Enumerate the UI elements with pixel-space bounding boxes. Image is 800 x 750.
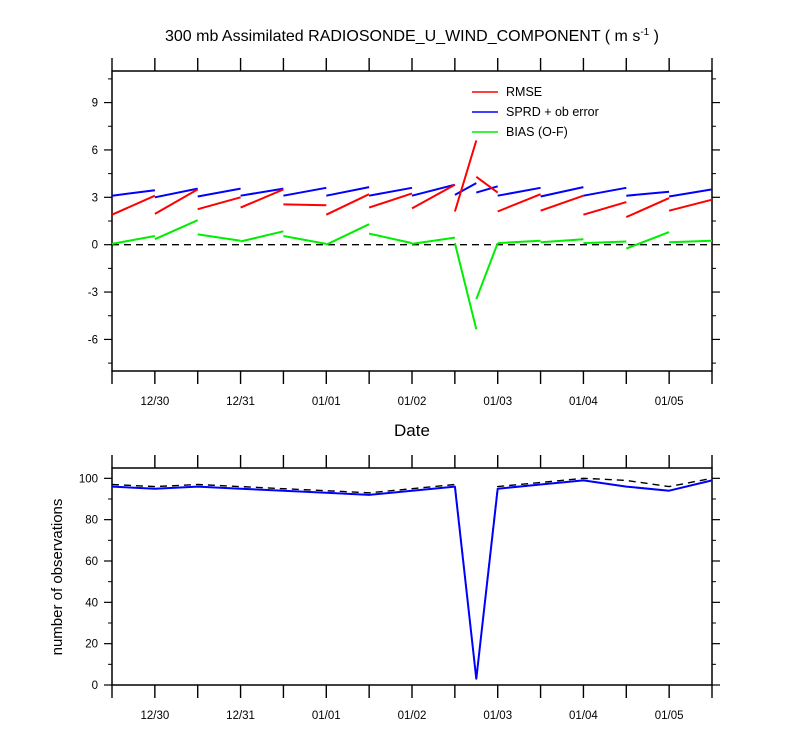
series-sprd-ob-error-segment-10 [497,186,541,197]
series-bias-o-f-segment-8 [453,242,478,330]
series-sprd-ob-error-segment-11 [540,186,584,198]
series-sprd-ob-error-segment-5 [326,186,370,197]
series-sprd-ob-error-segment-0 [111,189,156,197]
y-tick-label: -6 [88,334,98,346]
y-tick-label: 3 [92,192,98,204]
y-tick-label: -3 [88,287,98,299]
y-tick-label: 40 [85,597,98,609]
series-rmse-segment-8 [453,140,478,212]
series-bias-o-f-segment-13 [625,231,670,250]
series-rmse-segment-5 [325,193,370,216]
series-rmse-segment-12 [583,201,627,216]
x-tick-label: 01/05 [655,710,684,722]
series-bias-o-f-segment-4 [283,235,327,245]
series-bias-o-f-segment-11 [540,238,584,244]
chart-title-end: ) [649,28,659,45]
x-tick-label: 01/02 [398,710,427,722]
series-sprd-ob-error-segment-4 [283,186,327,197]
series-rmse-segment-3 [240,188,284,209]
series-bias-o-f-segment-12 [583,240,627,245]
legend-label-rmse: RMSE [506,85,542,99]
x-axis-title: Date [394,421,430,440]
bottom-series-layer [111,477,713,680]
x-tick-label: 01/01 [312,396,341,408]
x-tick-label: 01/01 [312,710,341,722]
x-tick-label: 12/31 [226,710,255,722]
y-tick-label: 80 [85,515,98,527]
chart-title-main: 300 mb Assimilated RADIOSONDE_U_WIND_COM… [165,28,640,45]
series-bias-o-f-segment-3 [240,230,284,243]
series-bias-o-f-segment-10 [497,239,541,245]
y-tick-label: 9 [92,98,98,110]
series-rmse-segment-9 [475,175,499,194]
series-rmse-segment-11 [540,194,584,212]
series-bias-o-f-segment-2 [197,233,241,242]
x-tick-label: 12/30 [140,396,169,408]
series-rmse-segment-2 [197,196,241,211]
x-tick-label: 01/04 [569,396,598,408]
series-bias-o-f-segment-7 [411,236,456,245]
top-series-layer [111,140,713,330]
series-rmse-segment-10 [497,193,541,213]
series-sprd-ob-error-segment-14 [668,188,713,198]
series-rmse-segment-7 [411,183,456,210]
legend: RMSE SPRD + ob error BIAS (O-F) [472,85,599,139]
series-rmse-segment-14 [668,198,713,212]
top-y-axis: -6 -3 0 3 6 9 [88,78,720,364]
series-sprd-ob-error-segment-1 [154,187,198,199]
series-bias-o-f-segment-9 [475,242,499,300]
series-sprd-ob-error-segment-2 [197,187,241,198]
x-tick-label: 12/30 [140,710,169,722]
series-bias-o-f-segment-6 [368,232,413,245]
series-bias-o-f-segment-14 [669,239,713,244]
x-tick-label: 01/05 [655,396,684,408]
chart-title-superscript: -1 [640,27,649,38]
series-rmse-segment-1 [154,188,199,215]
series-bias-o-f-segment-5 [325,223,370,246]
y-tick-label: 0 [92,240,98,252]
y-tick-label: 6 [92,145,98,157]
series-rmse-segment-13 [625,197,670,219]
legend-label-bias: BIAS (O-F) [506,125,568,139]
series-sprd-ob-error-segment-7 [411,183,456,197]
series-rmse-segment-0 [111,194,156,216]
y-axis-title-observations: number of observations [49,499,66,656]
series-sprd-ob-error-segment-13 [626,190,670,197]
bottom-y-axis: 0 20 40 60 80 100 [79,473,720,692]
x-tick-label: 01/03 [483,710,512,722]
x-tick-label: 12/31 [226,396,255,408]
series-rmse-segment-6 [368,192,413,209]
x-tick-label: 01/03 [483,396,512,408]
series-sprd-ob-error-segment-12 [583,186,627,197]
y-tick-label: 0 [92,680,98,692]
bottom-plot-frame [111,467,713,686]
series-observations-possible-line [111,477,713,680]
series-sprd-ob-error-segment-6 [368,186,413,197]
y-tick-label: 60 [85,556,98,568]
top-plot-frame [111,70,713,372]
chart-title: 300 mb Assimilated RADIOSONDE_U_WIND_COM… [165,27,659,45]
series-sprd-ob-error-segment-9 [476,185,498,194]
series-bias-o-f-segment-1 [154,219,199,241]
x-tick-label: 01/02 [398,396,427,408]
series-bias-o-f-segment-0 [111,235,156,245]
series-observations-used-line [111,479,713,680]
series-sprd-ob-error-segment-3 [240,187,284,197]
y-tick-label: 20 [85,639,98,651]
y-tick-label: 100 [79,473,98,485]
series-sprd-ob-error-segment-8 [454,182,477,196]
top-x-axis: 12/30 12/31 01/01 01/02 01/03 01/04 01/05 [111,58,713,408]
series-rmse-segment-4 [283,203,327,207]
bottom-x-axis: 12/30 12/31 01/01 01/02 01/03 01/04 01/05 [111,455,713,722]
legend-label-sprd: SPRD + ob error [506,105,599,119]
x-tick-label: 01/04 [569,710,598,722]
